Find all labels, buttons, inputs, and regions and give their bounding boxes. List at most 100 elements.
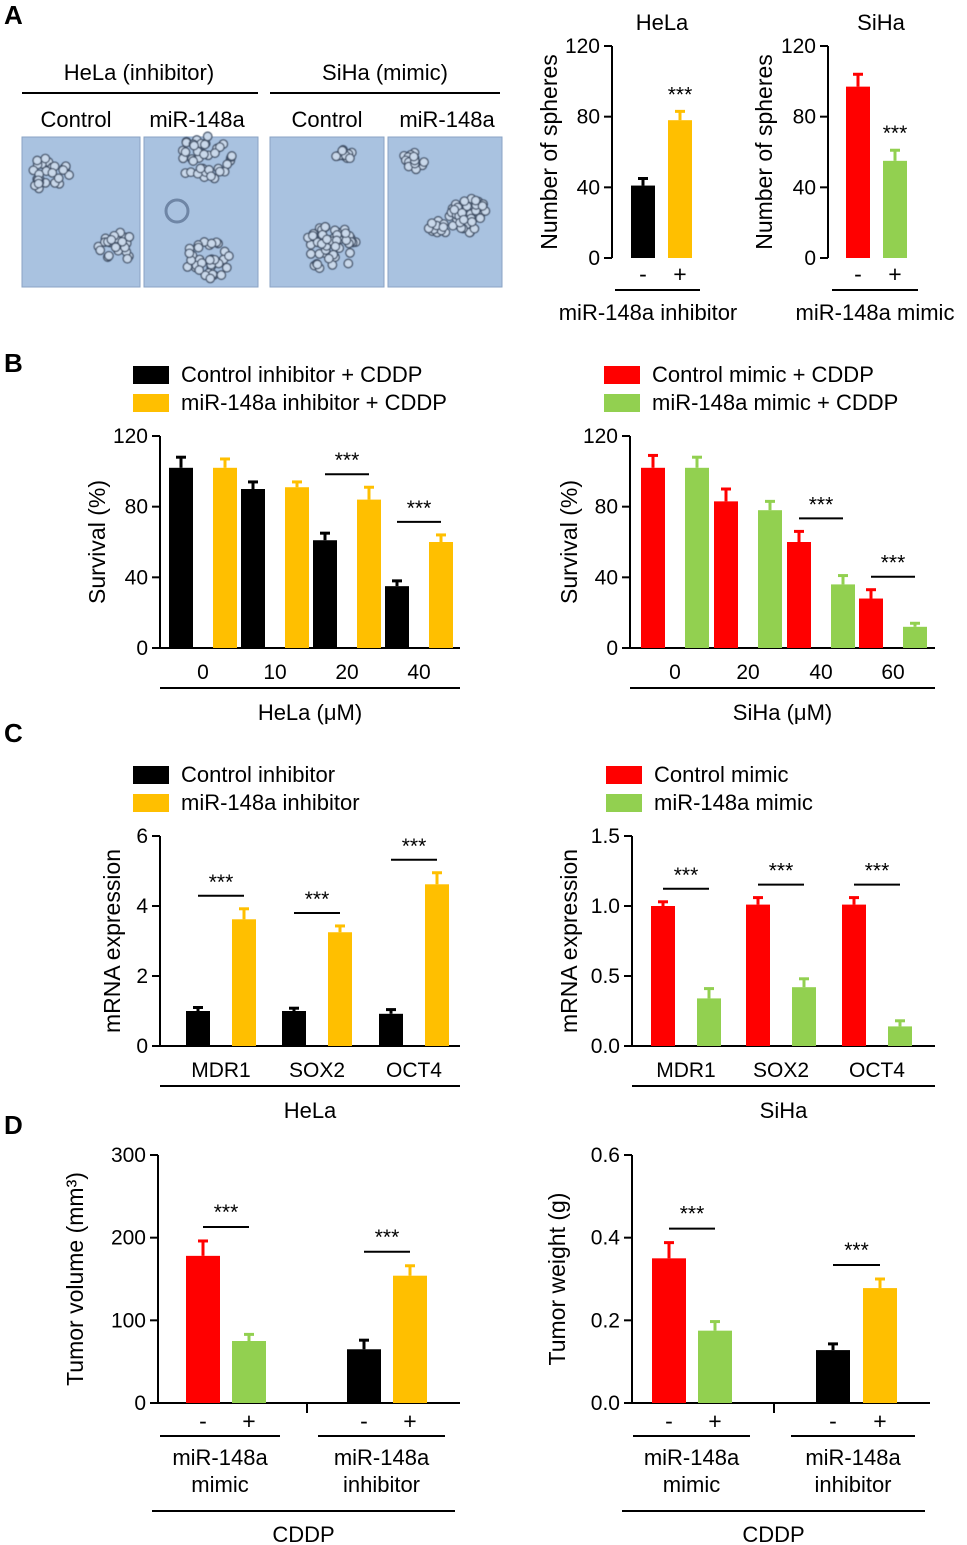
chart-b1-x-tick-label-0: 0 (197, 661, 209, 684)
chart-c2-y-label: mRNA expression (556, 849, 582, 1033)
cell-cluster (444, 193, 491, 238)
chart-a1-x-tick-label-0: - (639, 261, 647, 287)
chart-d2-x-tick-label-1-0: - (829, 1408, 837, 1434)
cell (475, 213, 486, 224)
chart-b2-x-tick-label-1: 20 (736, 661, 759, 684)
cell (477, 201, 488, 211)
cell (226, 151, 237, 161)
chart-a1-y-tick-label-0: 0 (588, 247, 600, 270)
chart-b2-y-tick-label-1: 40 (595, 566, 618, 589)
chart-d1-significance-1: *** (375, 1226, 400, 1249)
cell (110, 242, 121, 253)
chart-d2-y-tick-label-0: 0.0 (591, 1392, 620, 1415)
chart-c1-bar-1-0 (232, 919, 256, 1046)
chart-d1-y-label: Tumor volume (mm³) (62, 1172, 88, 1386)
chart-c2-bar-0-1 (746, 904, 770, 1046)
chart-a2-title: SiHa (857, 10, 905, 35)
chart-c1-bar-1-1 (328, 932, 352, 1046)
cell (122, 253, 133, 264)
chart-c2-significance-2: *** (865, 860, 890, 883)
chart-c1-x-tick-label-0: MDR1 (191, 1059, 251, 1082)
cell (221, 262, 232, 273)
cell (189, 140, 199, 151)
chart-d1-y-tick-label-3: 300 (111, 1144, 146, 1167)
chart-b2-bar-1-2 (831, 584, 855, 648)
chart-b1-bar-0-3 (385, 586, 409, 648)
chart-b1-significance-1: *** (407, 497, 432, 520)
chart-c1-legend-swatch-1 (133, 794, 169, 812)
chart-a1-y-tick-label-2: 80 (577, 106, 600, 129)
chart-d2-x-tick-label-0-1: + (708, 1408, 721, 1434)
chart-d2-significance-0: *** (680, 1203, 705, 1226)
chart-c1-significance-2: *** (402, 835, 427, 858)
chart-c2-y-tick-label-3: 1.5 (591, 825, 620, 848)
chart-b1-legend-swatch-1 (133, 394, 169, 412)
chart-a2-y-tick-label-3: 120 (781, 35, 816, 58)
chart-b2-significance-1: *** (881, 552, 906, 575)
chart-c1-bar-0-0 (186, 1011, 210, 1046)
chart-a2-y-label: Number of spheres (751, 54, 777, 250)
chart-a1-y-tick-label-3: 120 (565, 35, 600, 58)
cell (322, 234, 332, 245)
cell (214, 166, 225, 177)
chart-a1-x-tick-label-1: + (673, 261, 686, 287)
chart-c1-y-tick-label-1: 2 (136, 965, 148, 988)
chart-c1-x-tick-label-2: OCT4 (386, 1059, 442, 1082)
chart-d2-group-label-0-line1: miR-148a (644, 1445, 740, 1470)
cell (340, 228, 351, 239)
cell (216, 270, 227, 280)
cell (180, 147, 191, 157)
chart-b2-y-tick-label-3: 120 (583, 425, 618, 448)
micrograph-artifact (164, 198, 190, 224)
chart-d1-x-tick-label-1-0: - (360, 1408, 368, 1434)
cell (337, 145, 348, 156)
chart-d2-bar-0-0 (652, 1258, 686, 1403)
chart-d2-significance-1: *** (844, 1239, 869, 1262)
cell (195, 163, 206, 174)
panel-label-d: D (4, 1110, 23, 1140)
chart-c2-bar-1-1 (792, 987, 816, 1046)
cell-cluster (182, 237, 234, 284)
chart-c1-x-label: HeLa (284, 1098, 337, 1123)
chart-b1-y-tick-label-2: 80 (125, 496, 148, 519)
chart-b2-legend-swatch-0 (604, 366, 640, 384)
chart-b2-bar-1-1 (758, 510, 782, 648)
chart-d1-bar-1-1 (393, 1275, 427, 1403)
chart-c2-x-tick-label-1: SOX2 (753, 1059, 809, 1082)
cell (193, 242, 204, 253)
chart-b1-legend-label-0: Control inhibitor + CDDP (181, 362, 422, 387)
chart-d2-bar-1-0 (816, 1350, 850, 1403)
chart-a2-bar-0 (846, 86, 870, 258)
cell (320, 222, 331, 232)
cell-cluster (399, 147, 429, 175)
cell (206, 171, 216, 182)
cell-cluster (303, 222, 361, 273)
chart-d1-x-tick-label-0-1: + (242, 1408, 255, 1434)
chart-b1-y-tick-label-3: 120 (113, 425, 148, 448)
chart-c2-legend-swatch-0 (606, 766, 642, 784)
cell (40, 153, 51, 164)
chart-c2-y-tick-label-2: 1.0 (591, 895, 620, 918)
chart-c1-legend-label-0: Control inhibitor (181, 762, 335, 787)
chart-c2-x-label: SiHa (760, 1098, 808, 1123)
chart-b1-y-label: Survival (%) (84, 480, 110, 604)
chart-d1-group-label-0-line2: mimic (191, 1472, 248, 1497)
chart-c2-y-tick-label-0: 0.0 (591, 1035, 620, 1058)
chart-b2-legend-label-1: miR-148a mimic + CDDP (652, 390, 898, 415)
chart-d2-bar-0-1 (698, 1330, 732, 1403)
chart-c2-y-tick-label-1: 0.5 (591, 965, 620, 988)
chart-b2-y-label: Survival (%) (556, 480, 582, 604)
panel-label-a: A (4, 0, 23, 30)
chart-b1-legend-swatch-0 (133, 366, 169, 384)
chart-c1-bar-1-2 (425, 884, 449, 1046)
chart-b2-bar-0-0 (641, 467, 665, 648)
chart-c1-y-tick-label-2: 4 (136, 895, 148, 918)
cell (345, 248, 355, 258)
cell (104, 250, 114, 261)
cell-cluster (177, 131, 237, 184)
cell (345, 153, 355, 164)
chart-a1-bar-1 (668, 120, 692, 258)
chart-c2-x-tick-label-0: MDR1 (656, 1059, 716, 1082)
